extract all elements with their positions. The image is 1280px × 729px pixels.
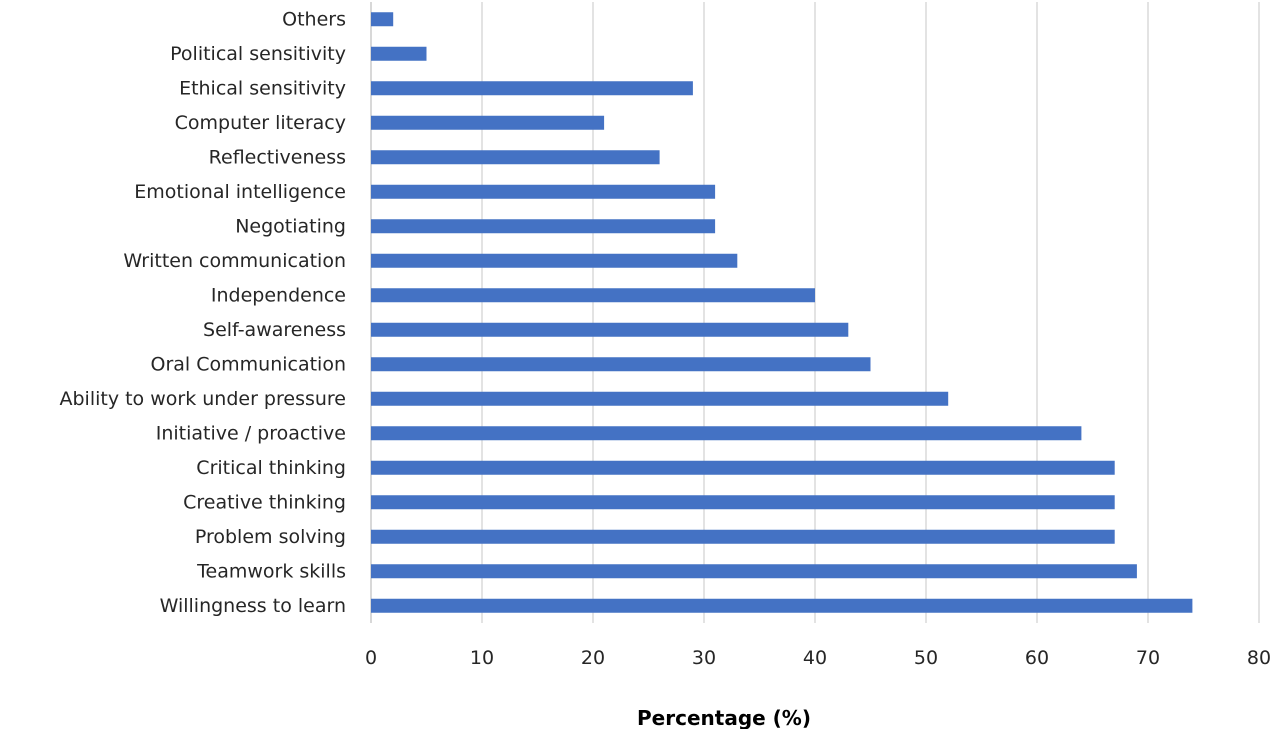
bar (371, 529, 1115, 544)
category-label: Willingness to learn (160, 595, 346, 617)
x-tick-label: 0 (365, 647, 377, 669)
category-labels: Willingness to learn Teamwork skills Probl… (59, 8, 346, 617)
bar (371, 12, 394, 27)
bar (371, 322, 849, 337)
category-label: Independence (211, 284, 346, 306)
category-label: Emotional intelligence (134, 181, 346, 203)
category-label: Problem solving (195, 526, 346, 548)
x-tick-label: 70 (1136, 647, 1160, 669)
x-tick-label: 40 (803, 647, 827, 669)
category-label: Negotiating (235, 215, 346, 237)
bar (371, 184, 716, 199)
bar (371, 495, 1115, 510)
x-tick-label: 80 (1247, 647, 1271, 669)
category-label: Oral Communication (151, 353, 346, 375)
category-label: Political sensitivity (170, 43, 346, 65)
bar (371, 81, 693, 96)
x-tick-label: 20 (581, 647, 605, 669)
category-label: Others (282, 8, 346, 30)
bar (371, 46, 427, 61)
x-axis-title: Percentage (%) (637, 706, 811, 729)
category-label: Computer literacy (175, 112, 346, 134)
x-tick-label: 60 (1025, 647, 1049, 669)
bar (371, 460, 1115, 475)
bar (371, 288, 815, 303)
category-label: Creative thinking (183, 491, 346, 513)
category-label: Reflectiveness (209, 146, 346, 168)
bar (371, 391, 949, 406)
bars (371, 12, 1193, 613)
bar (371, 219, 716, 234)
x-tick-label: 10 (470, 647, 494, 669)
bar (371, 598, 1193, 613)
bar (371, 357, 871, 372)
x-tick-label: 50 (914, 647, 938, 669)
bar (371, 150, 660, 165)
x-tick-label: 30 (692, 647, 716, 669)
category-label: Ability to work under pressure (59, 388, 346, 410)
x-tick-labels: 0 10 20 30 40 50 60 70 80 (365, 647, 1271, 669)
bar (371, 426, 1082, 441)
category-label: Initiative / proactive (156, 422, 346, 444)
category-label: Self-awareness (203, 319, 346, 341)
gridlines (370, 2, 1260, 623)
bar (371, 115, 605, 130)
category-label: Critical thinking (196, 457, 346, 479)
category-label: Teamwork skills (196, 560, 346, 582)
category-label: Ethical sensitivity (179, 77, 346, 99)
category-label: Written communication (123, 250, 346, 272)
bar (371, 253, 738, 268)
bar (371, 564, 1137, 579)
